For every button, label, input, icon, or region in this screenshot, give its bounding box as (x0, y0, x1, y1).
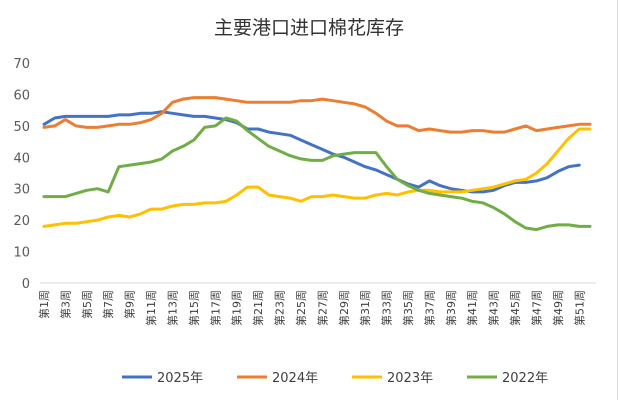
x-tick-label: 第41周 (465, 290, 479, 326)
x-tick-label: 第7周 (101, 290, 115, 319)
x-tick-label: 第21周 (251, 290, 265, 326)
legend-item[interactable]: 2024年 (237, 371, 318, 386)
x-tick-label: 第1周 (37, 290, 51, 319)
y-axis: 0 10 20 30 40 50 60 70 (13, 57, 30, 292)
x-tick-label: 第5周 (80, 290, 94, 319)
x-tick-label: 第29周 (337, 290, 351, 326)
x-tick-label: 第45周 (508, 290, 522, 326)
y-tick-label: 20 (13, 214, 30, 229)
y-tick-label: 40 (13, 151, 30, 166)
series-line-2023年 (42, 127, 592, 228)
series-line-2025年 (42, 110, 581, 194)
x-tick-label: 第37周 (422, 290, 436, 326)
x-axis: 第1周 第3周 第5周 第7周 第9周 第11周 第13周 第15周 第17周 第19周 第21周第… (37, 290, 586, 326)
y-tick-label: 30 (13, 183, 30, 198)
y-tick-label: 60 (13, 88, 30, 103)
y-tick-label: 10 (13, 246, 30, 261)
legend-label: 2023年 (387, 371, 433, 386)
x-tick-label: 第49周 (551, 290, 565, 326)
legend-item[interactable]: 2023年 (352, 371, 433, 386)
legend: 2025年 2024年 2023年 2022年 (122, 371, 548, 386)
x-tick-label: 第33周 (380, 290, 394, 326)
x-tick-label: 第39周 (444, 290, 458, 326)
x-tick-label: 第27周 (315, 290, 329, 326)
chart-title: 主要港口进口棉花库存 (214, 17, 404, 39)
x-tick-label: 第11周 (144, 290, 158, 326)
x-tick-label: 第25周 (294, 290, 308, 326)
series-lines (42, 96, 592, 232)
x-tick-label: 第43周 (487, 290, 501, 326)
legend-label: 2022年 (502, 371, 548, 386)
legend-label: 2025年 (157, 371, 203, 386)
x-tick-label: 第3周 (58, 290, 72, 319)
legend-label: 2024年 (272, 371, 318, 386)
x-tick-label: 第9周 (123, 290, 137, 319)
x-tick-label: 第15周 (187, 290, 201, 326)
series-line-2024年 (42, 96, 592, 134)
x-tick-label: 第23周 (273, 290, 287, 326)
x-tick-label: 第17周 (208, 290, 222, 326)
x-tick-label: 第13周 (165, 290, 179, 326)
y-tick-label: 0 (22, 277, 30, 292)
legend-item[interactable]: 2025年 (122, 371, 203, 386)
y-tick-label: 70 (13, 57, 30, 72)
legend-item[interactable]: 2022年 (467, 371, 548, 386)
y-tick-label: 50 (13, 120, 30, 135)
x-tick-label: 第51周 (572, 290, 586, 326)
x-tick-label: 第47周 (529, 290, 543, 326)
series-line-2022年 (42, 116, 592, 232)
x-tick-label: 第31周 (358, 290, 372, 326)
x-tick-label: 第35周 (401, 290, 415, 326)
x-tick-label: 第19周 (230, 290, 244, 326)
